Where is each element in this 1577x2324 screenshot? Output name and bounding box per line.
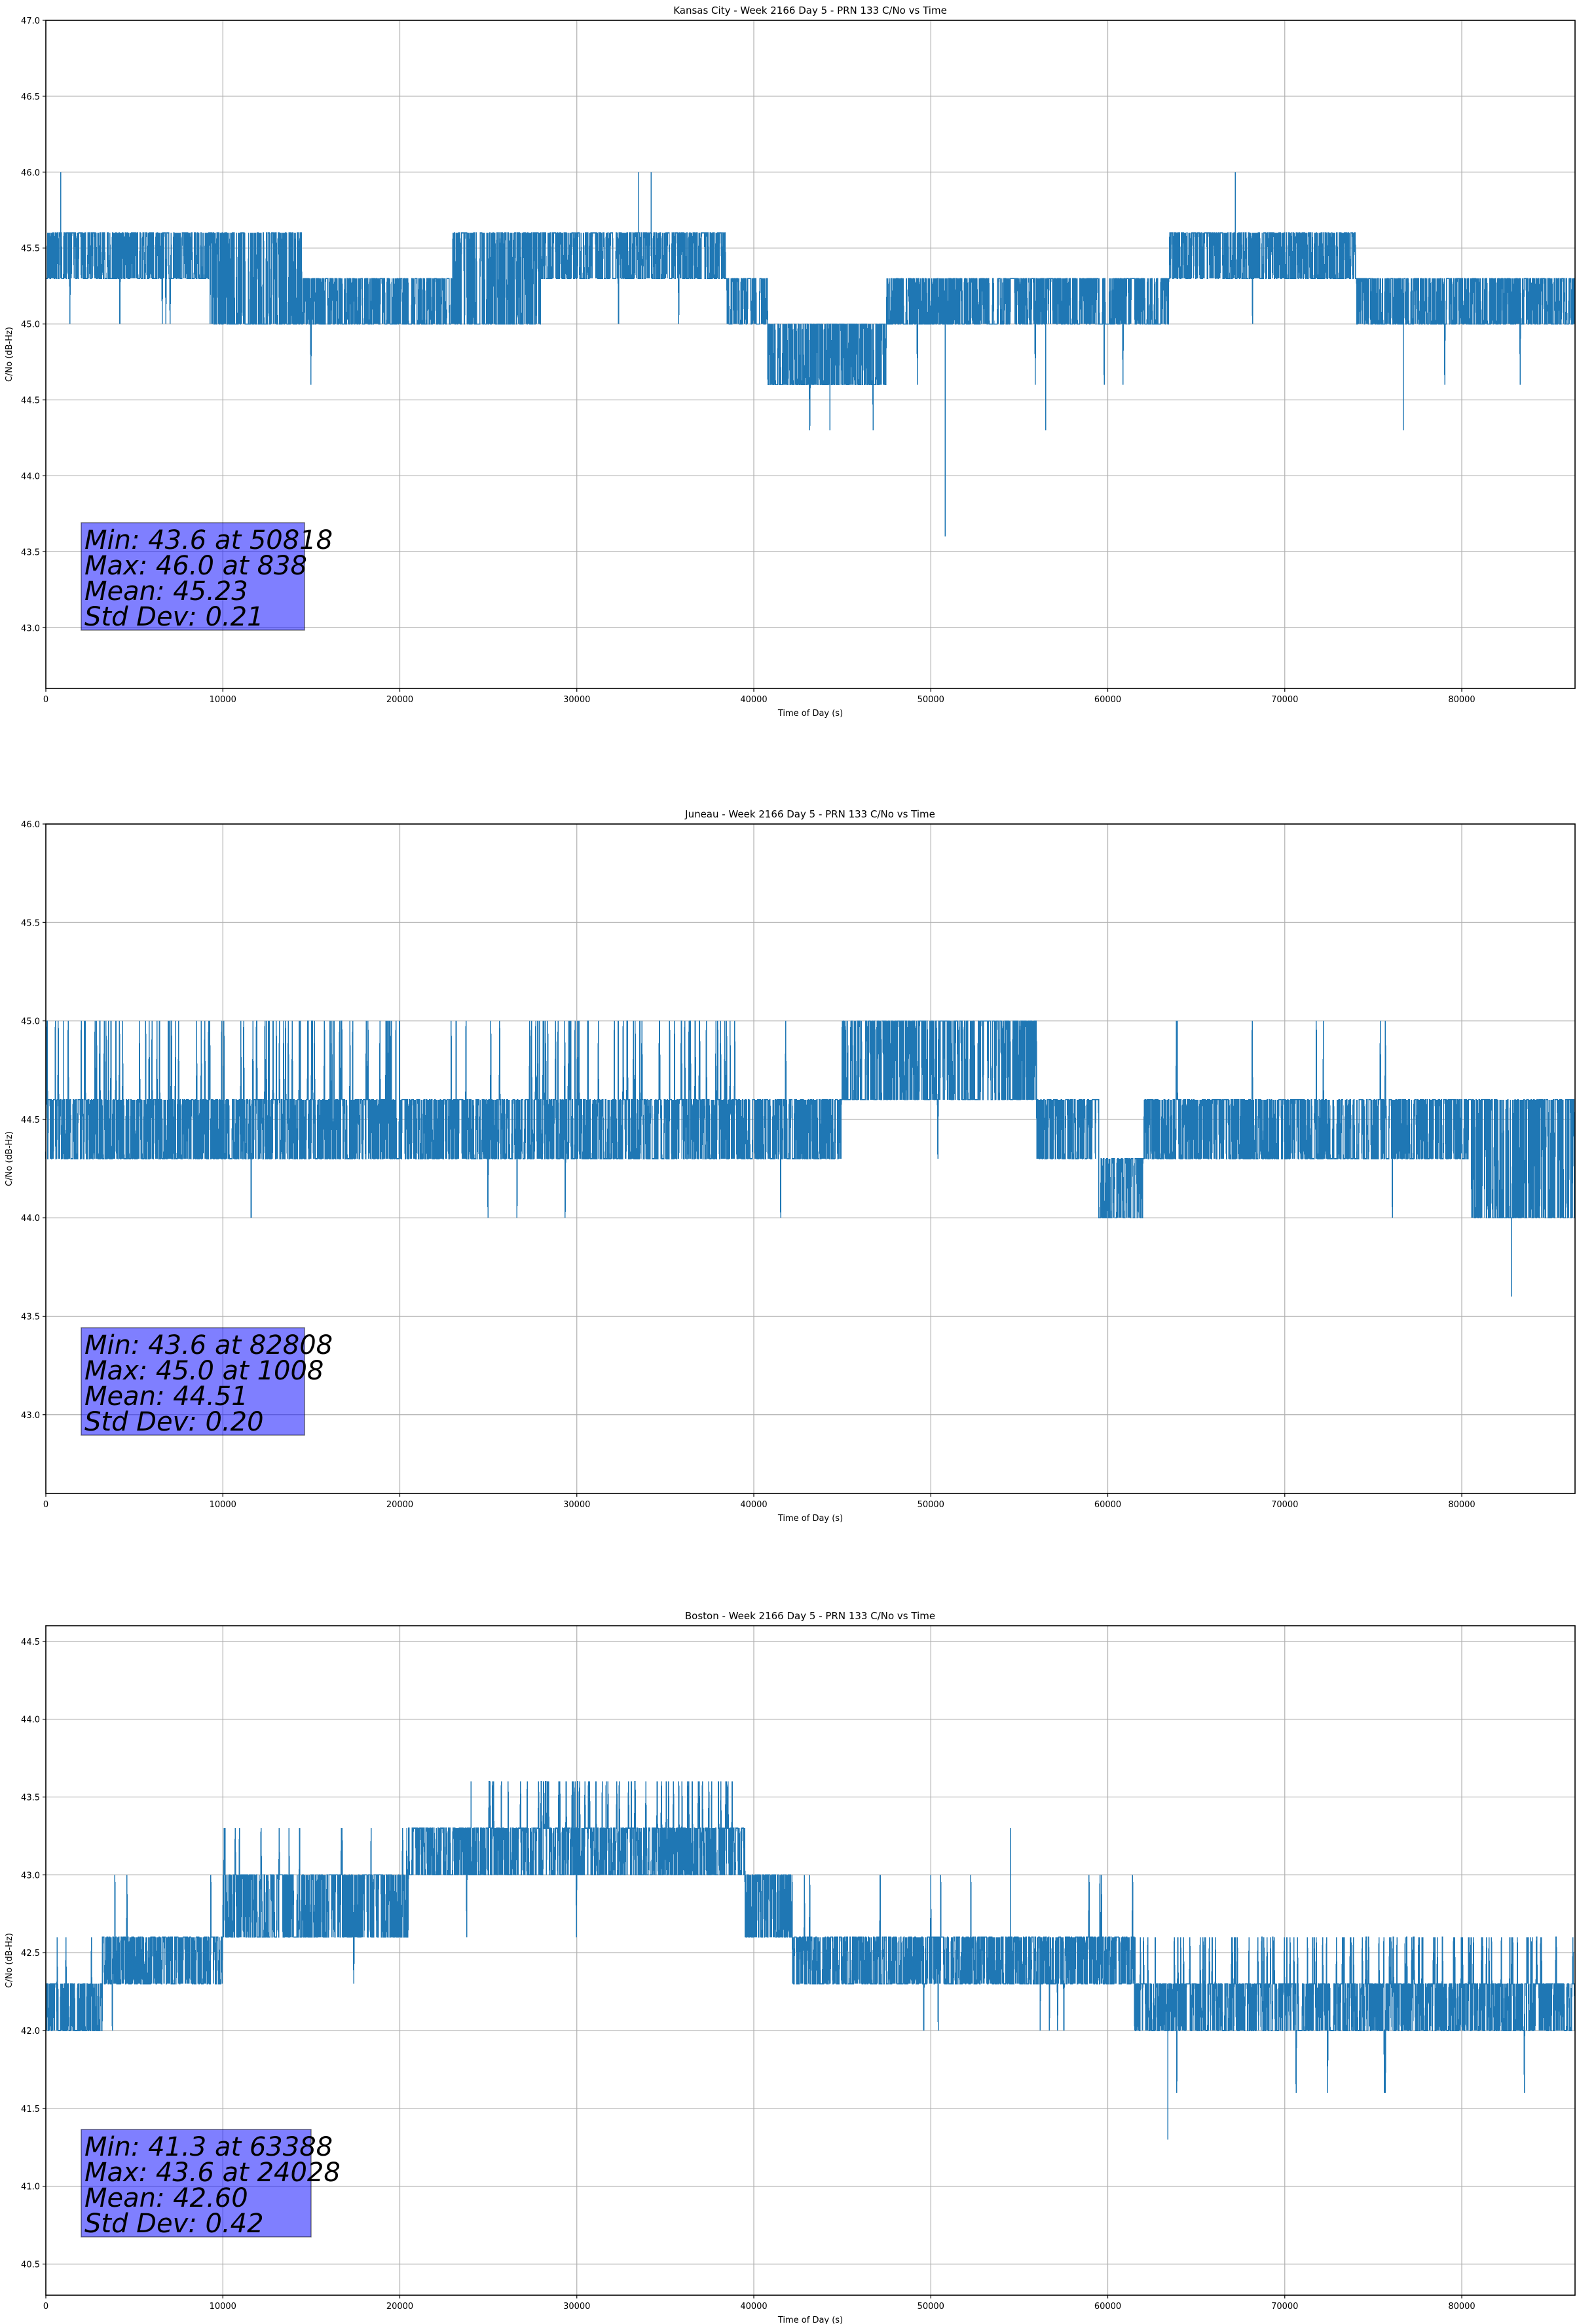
x-tick-label: 30000 <box>563 2302 590 2312</box>
x-tick-label: 10000 <box>210 2302 236 2312</box>
x-tick-label: 70000 <box>1271 2302 1298 2312</box>
y-tick-label: 46.5 <box>21 92 40 102</box>
x-tick-label: 0 <box>43 1500 48 1510</box>
y-tick-label: 43.5 <box>21 548 40 557</box>
x-axis-label: Time of Day (s) <box>777 709 843 719</box>
y-tick-label: 42.0 <box>21 2027 40 2036</box>
stats-mean: Mean: 44.51 <box>84 1381 248 1412</box>
y-axis-ticks: 40.5 41.0 41.5 42.0 42.5 43.0 43.5 44.0 44.5 <box>21 1638 46 2270</box>
x-tick-label: 40000 <box>740 695 767 705</box>
x-tick-label: 20000 <box>386 2302 413 2312</box>
series-line <box>46 232 1576 430</box>
x-tick-label: 30000 <box>563 1500 590 1510</box>
axes-frame <box>45 20 1576 689</box>
y-tick-label: 44.0 <box>21 1715 40 1725</box>
x-tick-label: 60000 <box>1094 2302 1121 2312</box>
x-tick-label: 80000 <box>1448 2302 1475 2312</box>
y-axis-label: C/No (dB-Hz) <box>5 1131 14 1186</box>
axes-frame <box>45 1625 1576 2296</box>
x-tick-label: 70000 <box>1271 695 1298 705</box>
x-axis-ticks: 0 10000 20000 30000 40000 50000 60000 70000 8000… <box>43 2295 1475 2312</box>
stats-box <box>81 2129 312 2238</box>
y-tick-label: 44.5 <box>21 1638 40 1647</box>
stats-std-dev: Std Dev: 0.21 <box>84 602 264 632</box>
chart-title: Kansas City - Week 2166 Day 5 - PRN 133 … <box>673 5 947 16</box>
x-tick-label: 80000 <box>1448 695 1475 705</box>
x-tick-label: 20000 <box>386 695 413 705</box>
y-tick-label: 44.0 <box>21 1214 40 1224</box>
stats-max: Max: 45.0 at 1008 <box>84 1356 324 1386</box>
x-tick-label: 10000 <box>210 695 236 705</box>
stats-std-dev: Std Dev: 0.20 <box>84 1407 264 1437</box>
stats-box <box>81 522 305 631</box>
x-tick-label: 0 <box>43 2302 48 2312</box>
y-tick-label: 45.0 <box>21 320 40 330</box>
stats-min: Min: 43.6 at 50818 <box>84 525 333 555</box>
y-tick-label: 43.0 <box>21 624 40 633</box>
y-tick-label: 40.5 <box>21 2260 40 2270</box>
x-tick-label: 60000 <box>1094 695 1121 705</box>
series-line-group <box>45 1020 1575 1297</box>
stats-mean: Mean: 42.60 <box>84 2183 248 2213</box>
x-tick-label: 10000 <box>210 1500 236 1510</box>
x-axis-label: Time of Day (s) <box>777 2315 843 2324</box>
chart-kansas-city: Kansas City - Week 2166 Day 5 - PRN 133 … <box>5 5 1576 719</box>
stats-min: Min: 41.3 at 63388 <box>84 2132 333 2162</box>
series-line-group <box>45 1780 1576 2140</box>
stats-annotation: Min: 41.3 at 63388 Max: 43.6 at 24028 Me… <box>81 2129 341 2239</box>
y-tick-label: 42.5 <box>21 1949 40 1959</box>
x-tick-label: 50000 <box>918 1500 944 1510</box>
stats-mean: Mean: 45.23 <box>84 576 248 607</box>
series-line <box>45 1780 1576 2093</box>
y-axis-ticks: 43.0 43.5 44.0 44.5 45.0 45.5 46.0 <box>21 820 46 1421</box>
x-tick-label: 0 <box>43 695 48 705</box>
x-tick-label: 20000 <box>386 1500 413 1510</box>
y-tick-label: 46.0 <box>21 168 40 178</box>
y-tick-label: 44.5 <box>21 396 40 406</box>
y-tick-label: 43.5 <box>21 1793 40 1803</box>
x-tick-label: 70000 <box>1271 1500 1298 1510</box>
stats-min: Min: 43.6 at 82808 <box>84 1330 333 1360</box>
y-tick-label: 41.0 <box>21 2183 40 2192</box>
y-tick-label: 45.5 <box>21 918 40 928</box>
y-tick-label: 43.0 <box>21 1411 40 1421</box>
x-tick-label: 40000 <box>740 2302 767 2312</box>
y-tick-label: 43.5 <box>21 1312 40 1322</box>
y-tick-label: 44.5 <box>21 1115 40 1125</box>
y-tick-label: 44.0 <box>21 472 40 481</box>
stats-box <box>81 1327 305 1436</box>
stats-annotation: Min: 43.6 at 50818 Max: 46.0 at 838 Mean… <box>81 522 333 632</box>
y-axis-ticks: 43.0 43.5 44.0 44.5 45.0 45.5 46.0 46.5 47.0 <box>21 16 46 633</box>
y-axis-label: C/No (dB-Hz) <box>5 327 14 382</box>
stats-max: Max: 43.6 at 24028 <box>84 2158 341 2188</box>
series-line <box>45 1020 1575 1218</box>
x-tick-label: 80000 <box>1448 1500 1475 1510</box>
y-tick-label: 45.0 <box>21 1017 40 1027</box>
x-axis-label: Time of Day (s) <box>777 1514 843 1524</box>
y-tick-label: 46.0 <box>21 820 40 830</box>
series-line-group <box>46 172 1576 537</box>
chart-boston: Boston - Week 2166 Day 5 - PRN 133 C/No … <box>5 1610 1576 2324</box>
x-tick-label: 50000 <box>918 695 944 705</box>
stats-std-dev: Std Dev: 0.42 <box>84 2209 264 2239</box>
x-tick-label: 40000 <box>740 1500 767 1510</box>
x-tick-label: 60000 <box>1094 1500 1121 1510</box>
chart-title: Juneau - Week 2166 Day 5 - PRN 133 C/No … <box>684 808 935 820</box>
y-tick-label: 43.0 <box>21 1871 40 1881</box>
y-axis-label: C/No (dB-Hz) <box>5 1933 14 1988</box>
chart-juneau: Juneau - Week 2166 Day 5 - PRN 133 C/No … <box>5 808 1576 1524</box>
x-tick-label: 30000 <box>563 695 590 705</box>
y-tick-label: 45.5 <box>21 244 40 254</box>
x-tick-label: 50000 <box>918 2302 944 2312</box>
x-axis-ticks: 0 10000 20000 30000 40000 50000 60000 70000 8000… <box>43 688 1475 705</box>
y-tick-label: 47.0 <box>21 16 40 26</box>
chart-title: Boston - Week 2166 Day 5 - PRN 133 C/No … <box>685 1610 935 1622</box>
stats-annotation: Min: 43.6 at 82808 Max: 45.0 at 1008 Mea… <box>81 1327 333 1437</box>
x-axis-ticks: 0 10000 20000 30000 40000 50000 60000 70000 8000… <box>43 1493 1475 1510</box>
stats-max: Max: 46.0 at 838 <box>84 551 307 581</box>
y-tick-label: 41.5 <box>21 2105 40 2114</box>
axes-frame <box>45 823 1576 1494</box>
